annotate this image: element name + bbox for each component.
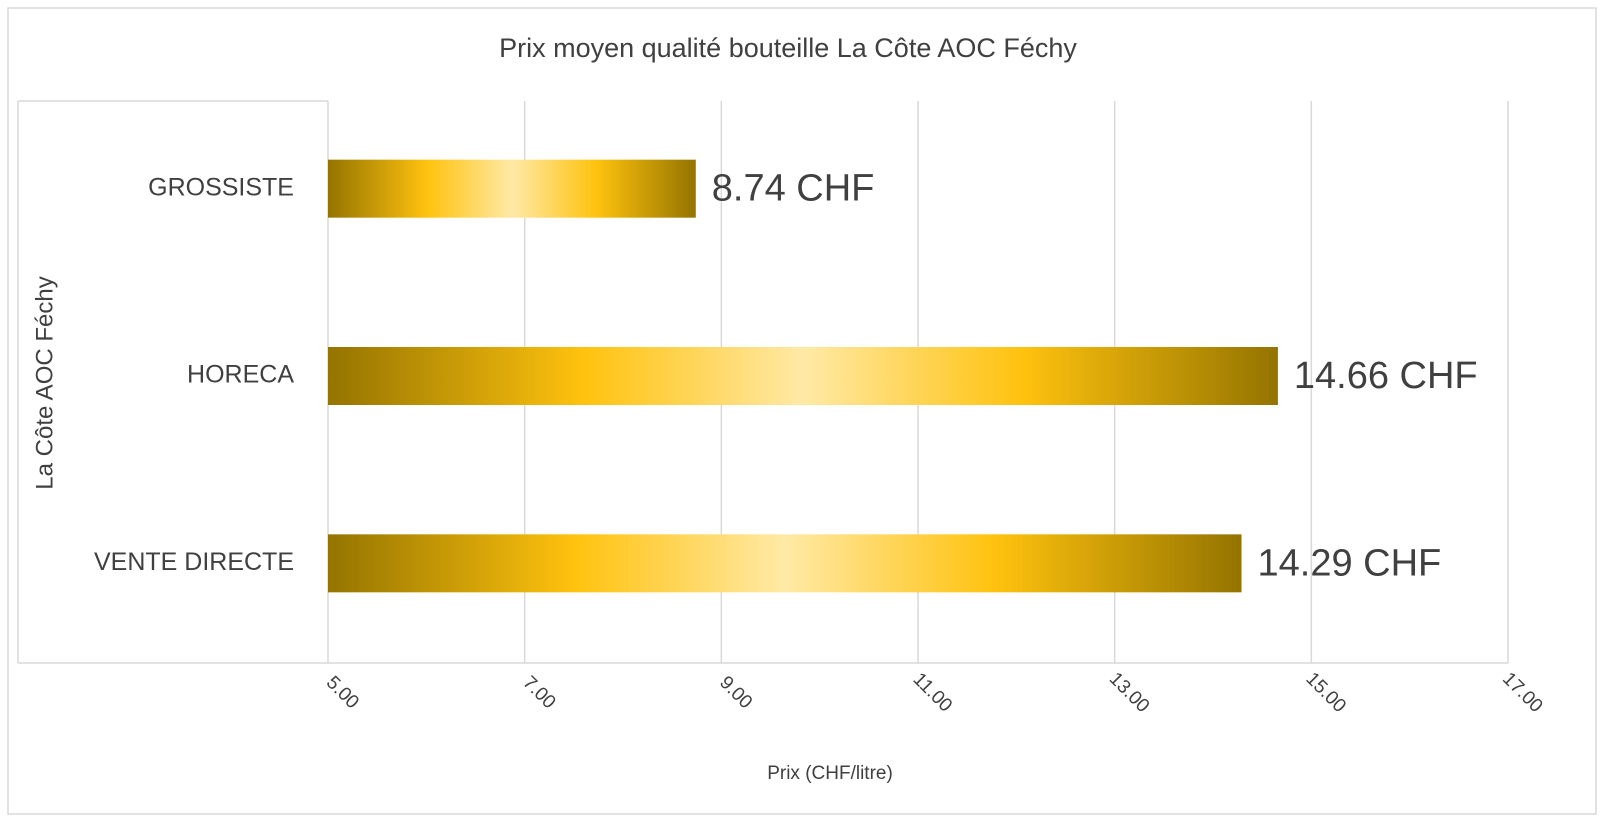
bar <box>328 534 1242 593</box>
data-label: 14.29 CHF <box>1258 542 1442 584</box>
bar <box>328 159 696 218</box>
chart-border <box>7 7 1597 815</box>
bar <box>328 347 1278 405</box>
y-axis-label: La Côte AOC Féchy <box>31 276 58 489</box>
chart-title: Prix moyen qualité bouteille La Côte AOC… <box>499 33 1077 63</box>
x-axis-label: Prix (CHF/litre) <box>767 763 893 784</box>
y-tick-label: GROSSISTE <box>148 173 294 201</box>
y-tick-label: HORECA <box>187 361 294 389</box>
data-label: 8.74 CHF <box>712 168 875 210</box>
data-label: 14.66 CHF <box>1294 355 1478 397</box>
y-tick-label: VENTE DIRECTE <box>94 548 294 576</box>
